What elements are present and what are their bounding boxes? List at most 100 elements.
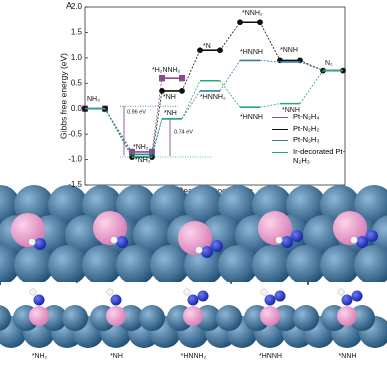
legend-entry: Pt-N₂H₂ (272, 123, 349, 134)
atom (184, 245, 224, 285)
atom (187, 294, 199, 306)
atom (274, 290, 286, 302)
legend-label: Pt-N₂H₂ (293, 123, 320, 133)
atom (0, 185, 20, 225)
legend-label: Pt-N₂H₄ (293, 112, 320, 121)
connector (219, 22, 241, 51)
atom (82, 245, 122, 285)
atom (252, 245, 292, 285)
y-tick-label: 1.5 (71, 28, 83, 37)
atom (29, 306, 49, 326)
atom (116, 236, 128, 248)
plot-frame (84, 6, 346, 186)
atom (337, 288, 345, 296)
atom (293, 305, 319, 331)
connector (181, 50, 201, 92)
atom (258, 211, 292, 245)
level-label: *NNH (280, 47, 298, 54)
atom (116, 245, 156, 285)
connector (259, 103, 281, 108)
atom (371, 215, 387, 255)
connector (151, 78, 163, 152)
atom (184, 185, 224, 225)
level-label: *NH (163, 94, 176, 101)
atom (337, 306, 357, 326)
structure-label: *NNH (339, 353, 357, 360)
atom (260, 306, 280, 326)
level-label: *NH₂ (133, 144, 149, 151)
atom (106, 288, 114, 296)
structure-label: *NH (110, 353, 123, 360)
level-label: *HNNH (240, 114, 263, 121)
legend-swatch (272, 117, 288, 118)
atom (29, 288, 37, 296)
level-label: *NH₂ (135, 157, 151, 164)
atom (286, 245, 326, 285)
structure-label: *NH₂ (32, 353, 48, 360)
connector (299, 61, 324, 71)
atom (28, 238, 36, 246)
atom (350, 236, 358, 244)
atom (197, 290, 209, 302)
atom (218, 185, 258, 225)
connector (259, 22, 281, 61)
atom (341, 294, 353, 306)
atom (178, 221, 212, 255)
atom (195, 246, 203, 254)
connector (299, 60, 324, 71)
atom (14, 245, 54, 285)
structure-label: *HNNH₂ (181, 353, 207, 360)
atom (333, 211, 367, 245)
atom (183, 306, 203, 326)
legend-swatch (272, 151, 288, 153)
atom (320, 245, 360, 285)
atom (150, 245, 190, 285)
connector (181, 90, 201, 120)
atom (201, 246, 213, 258)
atom (33, 294, 45, 306)
level-label: 0.96 eV (127, 109, 146, 115)
panel-label: A (66, 0, 72, 10)
atom (0, 305, 11, 331)
y-tick-label: -1.5 (68, 180, 82, 189)
legend-entry: Pt-N₂H₃ (272, 136, 349, 145)
atom (93, 211, 127, 245)
atom (264, 294, 276, 306)
connector (151, 118, 163, 155)
connector (299, 70, 324, 104)
level-label: *N (203, 43, 211, 50)
atom (354, 185, 387, 225)
atom (281, 236, 293, 248)
atom (303, 215, 343, 255)
level-label: 0.74 eV (174, 129, 193, 135)
connector (104, 108, 133, 158)
atom (366, 230, 378, 242)
level-label: *H₂NNH₂ (152, 67, 181, 74)
atom (150, 185, 190, 225)
atom (133, 215, 173, 255)
connector (151, 90, 163, 158)
legend: Pt-N₂H₄ Pt-N₂H₂ Pt-N₂H₃ Ir-decorated Pt-N₂H… (272, 112, 349, 168)
atom (216, 305, 242, 331)
y-tick-label: -1.0 (68, 155, 82, 164)
atom (116, 185, 156, 225)
atom (0, 245, 20, 285)
atom (286, 185, 326, 225)
atom (110, 236, 118, 244)
connector (259, 60, 281, 63)
atom (351, 290, 363, 302)
level-label: *HNNH₂ (200, 94, 226, 101)
level-label: NH₃ (87, 96, 100, 103)
atom (356, 236, 368, 248)
connector (181, 80, 201, 120)
level-label: *NH (164, 110, 177, 117)
atom (34, 238, 46, 250)
legend-swatch (272, 128, 288, 130)
connector (219, 60, 241, 92)
y-tick-label: 1.0 (71, 53, 83, 62)
legend-swatch (272, 140, 288, 142)
y-tick-label: 2.0 (71, 2, 83, 11)
legend-entry: Pt-N₂H₄ (272, 112, 349, 122)
structure-images (0, 185, 387, 348)
